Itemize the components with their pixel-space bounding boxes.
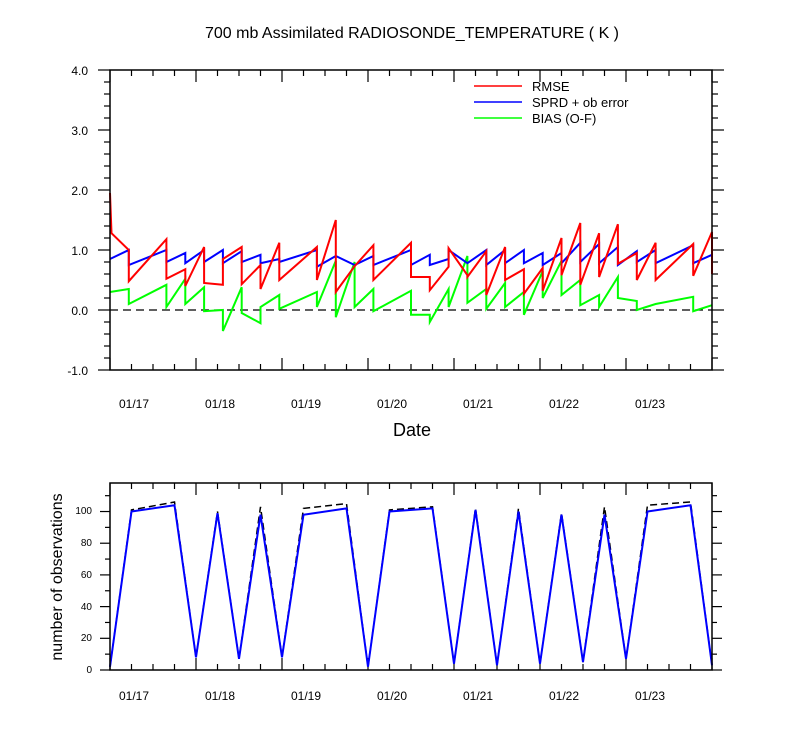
y-tick-label: 0.0	[71, 304, 88, 318]
chart-title: 700 mb Assimilated RADIOSONDE_TEMPERATUR…	[205, 25, 619, 42]
y-tick-label: 0	[86, 665, 92, 676]
series-line-observations-possible	[109, 501, 713, 667]
x-tick-label: 01/19	[291, 397, 321, 411]
y-tick-label: 40	[81, 602, 93, 613]
x-tick-label: 01/21	[463, 397, 493, 411]
y-tick-label: 2.0	[71, 184, 88, 198]
legend-label-bias: BIAS (O-F)	[532, 111, 596, 126]
y-tick-label: 80	[81, 538, 93, 549]
legend: RMSE SPRD + ob error BIAS (O-F)	[474, 79, 629, 126]
legend-label-rmse: RMSE	[532, 79, 570, 94]
x-tick-label: 01/23	[635, 689, 665, 703]
bottom-plot-frame	[109, 482, 713, 671]
x-tick-label: 01/22	[549, 397, 579, 411]
x-tick-label: 01/18	[205, 689, 235, 703]
x-tick-label: 01/22	[549, 689, 579, 703]
x-tick-label: 01/19	[291, 689, 321, 703]
bottom-series-group	[109, 501, 713, 667]
series-line-observations-used	[109, 504, 713, 667]
x-tick-label: 01/17	[119, 689, 149, 703]
series-line-bias-o-f-	[109, 255, 713, 332]
x-axis-label: Date	[393, 420, 431, 440]
x-tick-label: 01/23	[635, 397, 665, 411]
y-axis-label: number of observations	[49, 493, 66, 660]
y-tick-label: 3.0	[71, 124, 88, 138]
y-tick-label: 100	[75, 506, 92, 517]
top-x-tick-labels: 01/17 01/18 01/19 01/20 01/21 01/22 01/2…	[119, 397, 665, 411]
top-series-group	[109, 192, 713, 332]
legend-label-sprd: SPRD + ob error	[532, 95, 629, 110]
y-tick-label: 20	[81, 633, 93, 644]
y-tick-label: 1.0	[71, 244, 88, 258]
y-tick-label: 60	[81, 570, 93, 581]
top-tick-marks	[98, 69, 724, 371]
series-line-rmse	[109, 192, 713, 297]
x-tick-label: 01/17	[119, 397, 149, 411]
x-tick-label: 01/21	[463, 689, 493, 703]
top-plot-frame	[109, 69, 713, 371]
y-tick-label: 4.0	[71, 64, 88, 78]
y-tick-label: -1.0	[67, 364, 88, 378]
bottom-x-tick-labels: 01/17 01/18 01/19 01/20 01/21 01/22 01/2…	[119, 689, 665, 703]
x-tick-label: 01/18	[205, 397, 235, 411]
bottom-y-tick-labels: 100 80 60 40 20 0	[75, 506, 92, 676]
x-tick-label: 01/20	[377, 689, 407, 703]
x-tick-label: 01/20	[377, 397, 407, 411]
top-y-tick-labels: 4.0 3.0 2.0 1.0 0.0 -1.0	[67, 64, 88, 378]
